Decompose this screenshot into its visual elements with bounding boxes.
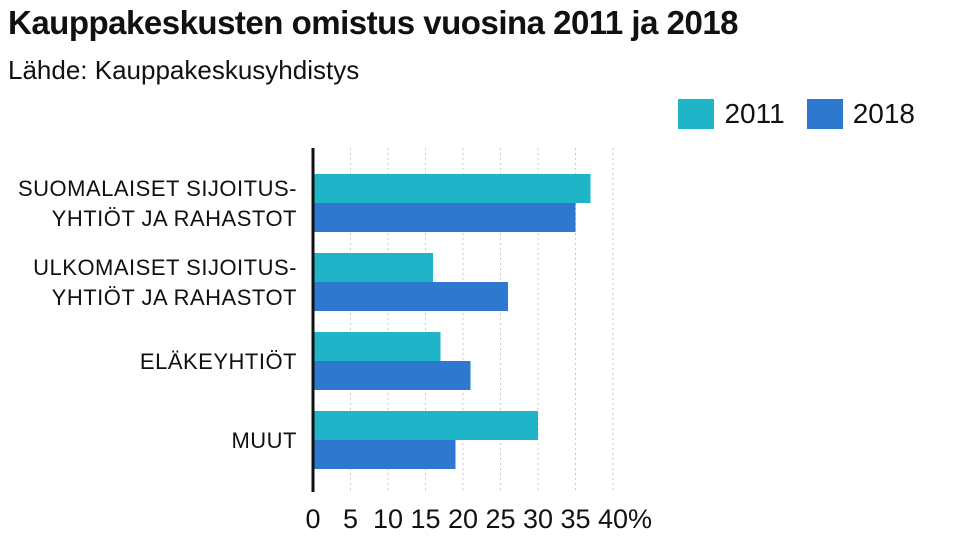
legend-label-2018: 2018 [852, 98, 915, 129]
bar-2011 [313, 253, 433, 282]
x-tick-label: 35 [560, 504, 590, 534]
legend-label-2011: 2011 [724, 98, 785, 129]
legend-swatch-2018 [806, 99, 843, 129]
x-tick-label: 0 [305, 504, 320, 534]
bar-2011 [313, 411, 538, 440]
bar-2018 [313, 361, 471, 390]
bar-2018 [313, 203, 576, 232]
legend-swatch-2011 [678, 99, 715, 129]
category-label: MUUT [231, 428, 297, 453]
x-tick-label: 15 [410, 504, 440, 534]
bar-2011 [313, 332, 441, 361]
category-label: YHTIÖT JA RAHASTOT [52, 206, 297, 231]
bar-2018 [313, 282, 508, 311]
legend-item-2018: 2018 [806, 98, 915, 130]
chart-subtitle: Lähde: Kauppakeskusyhdistys [8, 55, 360, 85]
x-tick-label: 10 [373, 504, 403, 534]
category-label: SUOMALAISET SIJOITUS- [18, 176, 297, 201]
x-tick-label: 5 [343, 504, 358, 534]
chart-title: Kauppakeskusten omistus vuosina 2011 ja … [8, 4, 739, 41]
legend-item-2011: 2011 [678, 98, 785, 130]
category-label: YHTIÖT JA RAHASTOT [52, 285, 297, 310]
x-tick-label: 30 [523, 504, 553, 534]
x-tick-label: 20 [448, 504, 478, 534]
category-label: ELÄKEYHTIÖT [140, 349, 297, 374]
legend: 2011 2018 [678, 98, 915, 130]
x-tick-label: 25 [485, 504, 515, 534]
bar-2011 [313, 174, 591, 203]
category-label: ULKOMAISET SIJOITUS- [33, 255, 297, 280]
x-tick-label: 40% [598, 504, 652, 534]
bar-2018 [313, 440, 456, 469]
